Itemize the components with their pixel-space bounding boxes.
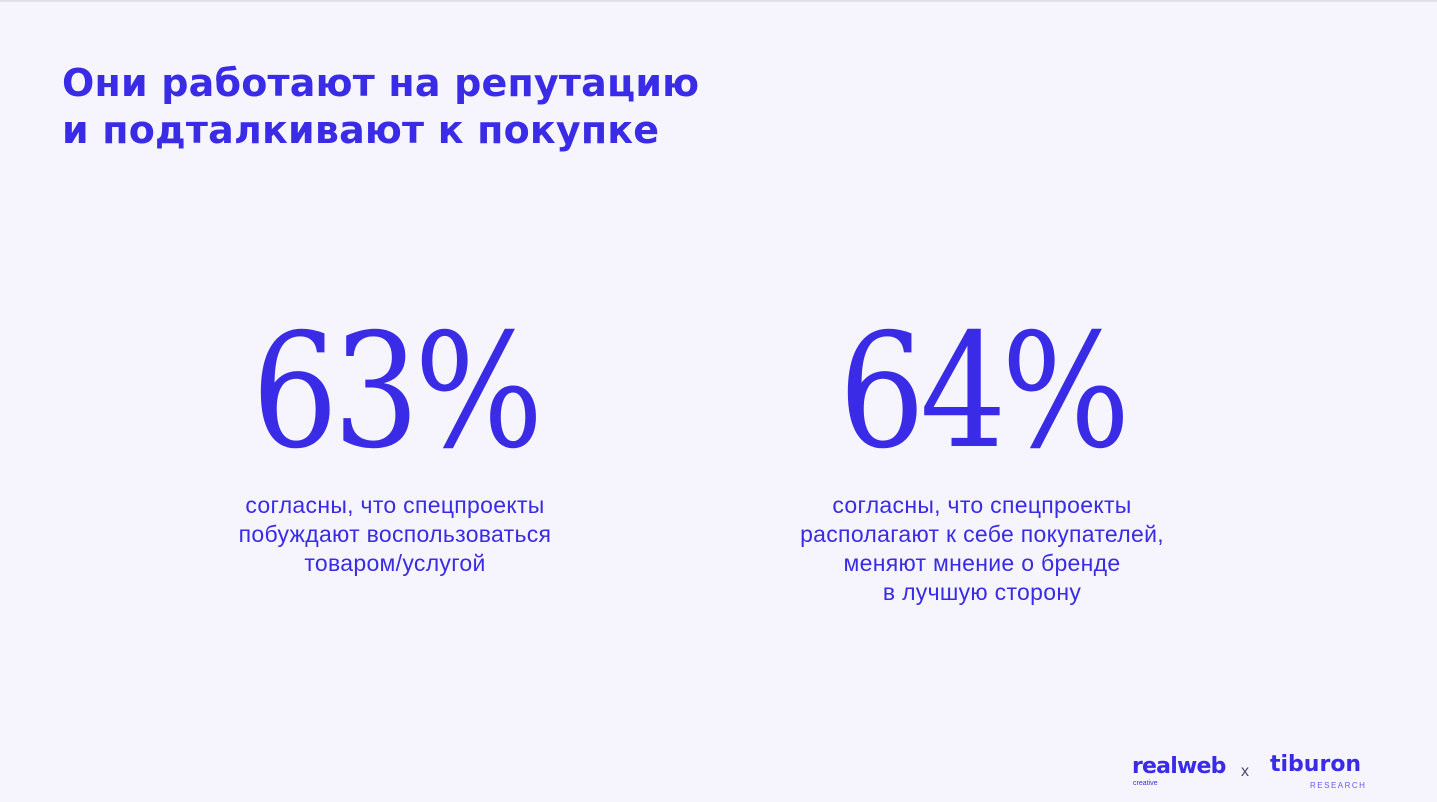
logo-separator: x	[1241, 763, 1249, 780]
stat-description-2-line-1: согласны, что спецпроекты	[832, 492, 1132, 518]
stat-value-1: 63%	[251, 300, 544, 484]
stat-description-1: согласны, что спецпроекты побуждают восп…	[180, 491, 610, 578]
slide-title: Они работают на репутацию и подталкивают…	[62, 60, 962, 154]
stat-description-1-line-2: побуждают воспользоваться	[238, 521, 552, 547]
slide-title-line-2: и подталкивают к покупке	[62, 108, 660, 152]
stat-description-2-line-2: располагают к себе покупателей,	[800, 521, 1164, 547]
realweb-logo-subtitle: creative	[1133, 780, 1158, 787]
stat-block-2: 64% согласны, что спецпроекты располагаю…	[747, 307, 1217, 607]
slide-title-line-1: Они работают на репутацию	[62, 61, 700, 105]
stat-description-2-line-3: меняют мнение о бренде	[843, 550, 1121, 576]
stat-block-1: 63% согласны, что спецпроекты побуждают …	[180, 307, 610, 578]
stat-value-2: 64%	[838, 300, 1131, 484]
stat-description-2: согласны, что спецпроекты располагают к …	[747, 491, 1217, 607]
footer-logos: realweb creative x tiburon RESEARCH	[1130, 750, 1380, 794]
stat-description-1-line-1: согласны, что спецпроекты	[245, 492, 545, 518]
tiburon-logo-subtitle: RESEARCH	[1310, 781, 1367, 790]
stat-description-2-line-4: в лучшую сторону	[882, 579, 1082, 605]
realweb-logo: realweb	[1132, 754, 1226, 779]
tiburon-logo: tiburon	[1270, 752, 1362, 777]
stat-description-1-line-3: товаром/услугой	[304, 550, 486, 576]
